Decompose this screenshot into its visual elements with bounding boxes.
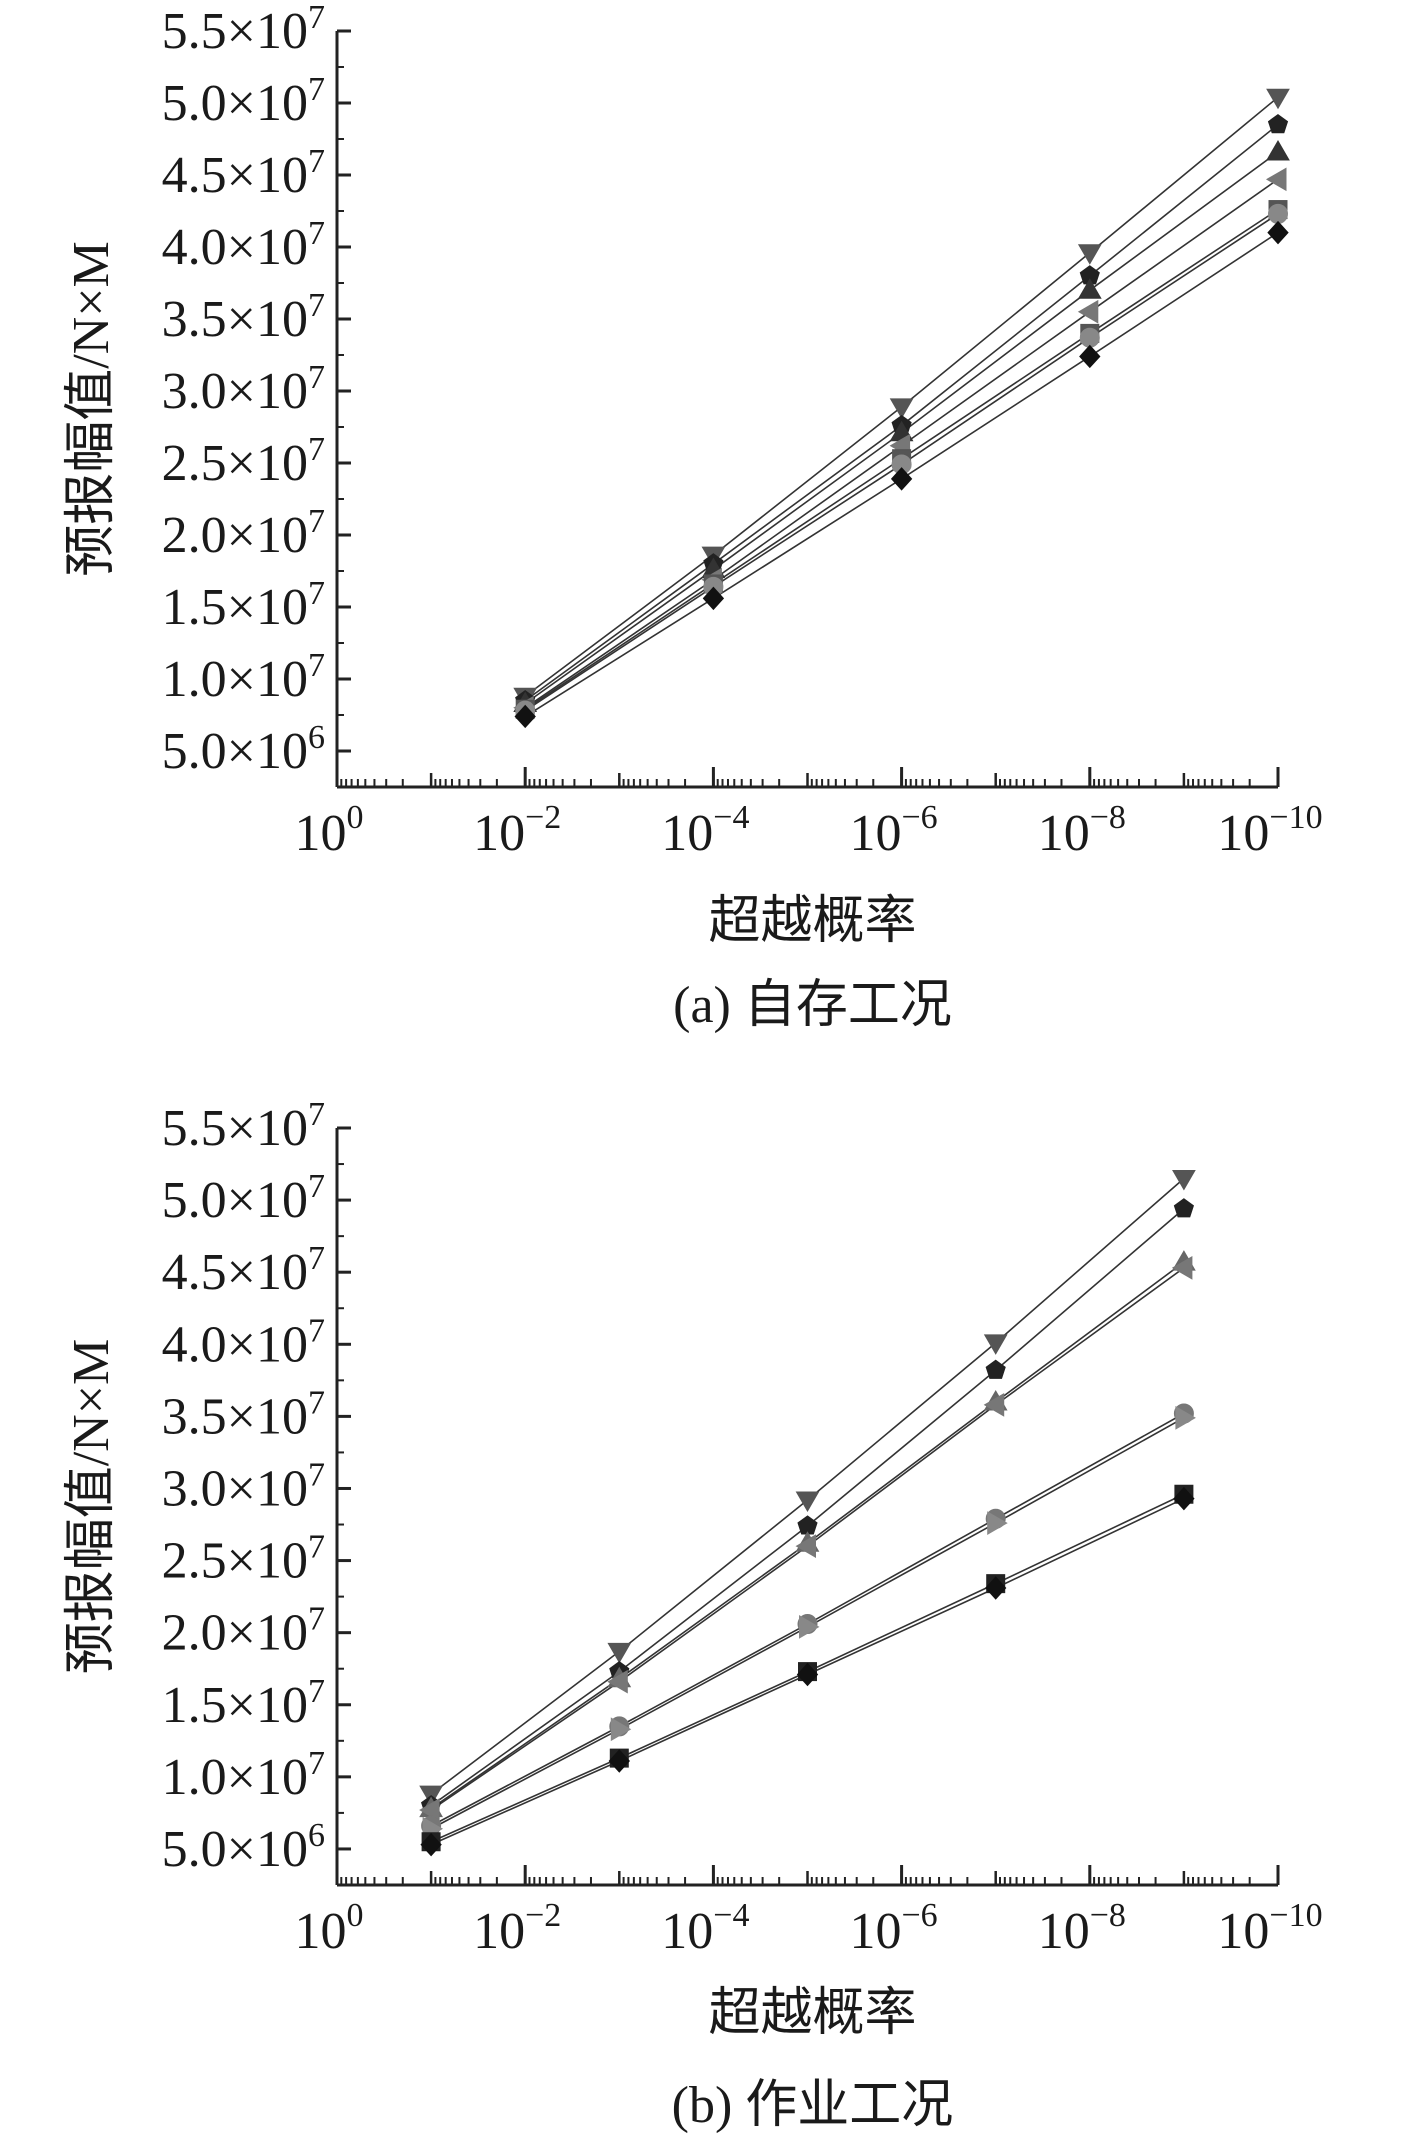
series-line-triangle-down — [430, 1177, 1185, 1795]
data-point-triangle-up — [1266, 139, 1290, 161]
y-tick-label: 3.0×107 — [162, 1456, 325, 1517]
panel-caption: (a) 自存工况 — [673, 977, 952, 1034]
data-point-triangle-down — [983, 1334, 1008, 1355]
x-tick-label: 10−10 — [1217, 799, 1322, 862]
x-tick-label: 10−4 — [661, 799, 749, 862]
data-point-diamond — [420, 1832, 442, 1857]
y-tick-label: 2.0×107 — [162, 503, 325, 564]
data-point-triangle-right — [987, 1511, 1008, 1535]
y-tick-label: 4.0×107 — [162, 1312, 325, 1373]
y-tick-label: 4.5×107 — [162, 1240, 325, 1301]
x-tick-label: 10−6 — [850, 1897, 938, 1960]
data-point-diamond — [514, 704, 536, 729]
x-tick-label: 10−2 — [473, 799, 561, 862]
data-point-pentagon — [1173, 1198, 1194, 1218]
y-tick-label: 5.5×107 — [162, 1096, 325, 1157]
y-tick-label: 2.5×107 — [162, 431, 325, 492]
x-axis-title: 超越概率 — [708, 1985, 916, 2042]
data-point-pentagon — [985, 1359, 1006, 1379]
data-point-triangle-down — [607, 1642, 632, 1664]
x-tick-label: 10−2 — [473, 1897, 561, 1960]
y-tick-label: 5.0×106 — [162, 719, 325, 780]
data-point-diamond — [1267, 220, 1289, 245]
data-point-triangle-left — [419, 1798, 440, 1822]
x-tick-label: 10−10 — [1217, 1897, 1322, 1960]
chart-panel-a: 5.0×106 1.0×107 1.5×107 2.0×107 2.5×107 3.0×1… — [63, 0, 1323, 1034]
data-point-diamond — [890, 467, 913, 491]
data-point-triangle-left — [795, 1534, 816, 1559]
x-tick-label: 100 — [295, 1897, 364, 1960]
data-point-triangle-left — [1077, 299, 1099, 324]
data-point-triangle-right — [1175, 1405, 1196, 1430]
data-point-diamond — [1079, 344, 1101, 369]
data-point-pentagon — [1267, 113, 1289, 134]
y-axis-title: 预报幅值/N×M — [63, 1339, 120, 1675]
data-point-triangle-down — [889, 398, 914, 419]
y-tick-label: 5.0×107 — [162, 1168, 325, 1229]
y-tick-label: 2.5×107 — [162, 1529, 325, 1590]
y-tick-label: 3.5×107 — [162, 1384, 325, 1445]
data-point-circle — [1079, 327, 1100, 348]
y-tick-label: 2.0×107 — [162, 1601, 325, 1662]
x-tick-label: 100 — [295, 799, 364, 862]
panel-caption: (b) 作业工况 — [672, 2077, 954, 2134]
y-axis-title: 预报幅值/N×M — [63, 241, 120, 577]
data-point-diamond — [608, 1749, 630, 1773]
data-point-diamond — [1173, 1486, 1195, 1511]
data-point-triangle-down — [1266, 88, 1290, 110]
series-markers-circle — [421, 1403, 1194, 1836]
series-markers-triangle-up — [419, 1250, 1196, 1818]
data-point-triangle-left — [1171, 1255, 1193, 1280]
x-tick-label: 10−8 — [1038, 1897, 1126, 1960]
data-point-triangle-down — [1172, 1169, 1196, 1191]
y-tick-label: 1.5×107 — [162, 575, 325, 636]
x-tick-label: 10−4 — [661, 1897, 749, 1960]
y-tick-label: 5.0×107 — [162, 71, 325, 132]
x-tick-label: 10−8 — [1038, 799, 1126, 862]
y-tick-label: 5.0×106 — [162, 1817, 325, 1878]
series-markers-diamond — [420, 1486, 1195, 1857]
data-point-diamond — [796, 1662, 819, 1687]
data-point-triangle-left — [1266, 167, 1287, 192]
data-point-triangle-down — [1077, 244, 1102, 265]
chart-panel-b: 5.0×106 1.0×107 1.5×107 2.0×107 2.5×107 3.0×1… — [63, 1096, 1323, 2134]
data-point-diamond — [985, 1576, 1007, 1600]
x-tick-label: 10−6 — [850, 799, 938, 862]
data-point-triangle-right — [610, 1717, 632, 1742]
y-tick-label: 1.0×107 — [162, 647, 325, 708]
series-markers-triangle-down — [513, 88, 1290, 709]
data-point-triangle-right — [799, 1615, 820, 1639]
y-tick-label: 1.0×107 — [162, 1745, 325, 1806]
x-axis-title: 超越概率 — [708, 893, 916, 950]
series-markers-diamond — [514, 220, 1289, 729]
y-tick-label: 3.0×107 — [162, 359, 325, 420]
data-point-diamond — [702, 586, 725, 611]
y-tick-label: 5.5×107 — [162, 0, 325, 60]
y-tick-label: 1.5×107 — [162, 1673, 325, 1734]
series-markers-triangle-up — [513, 139, 1290, 712]
series-line-triangle-down — [524, 96, 1279, 697]
y-tick-label: 3.5×107 — [162, 287, 325, 348]
data-point-triangle-up — [1077, 278, 1102, 299]
data-point-triangle-down — [795, 1491, 820, 1513]
data-point-triangle-left — [983, 1392, 1005, 1417]
series-markers-circle — [515, 203, 1288, 721]
y-tick-label: 4.0×107 — [162, 215, 325, 276]
y-tick-label: 4.5×107 — [162, 143, 325, 204]
series-markers-triangle-down — [419, 1169, 1196, 1807]
series-markers-triangle-left — [419, 1255, 1193, 1822]
data-point-circle — [1268, 203, 1288, 224]
data-point-triangle-left — [607, 1669, 628, 1694]
